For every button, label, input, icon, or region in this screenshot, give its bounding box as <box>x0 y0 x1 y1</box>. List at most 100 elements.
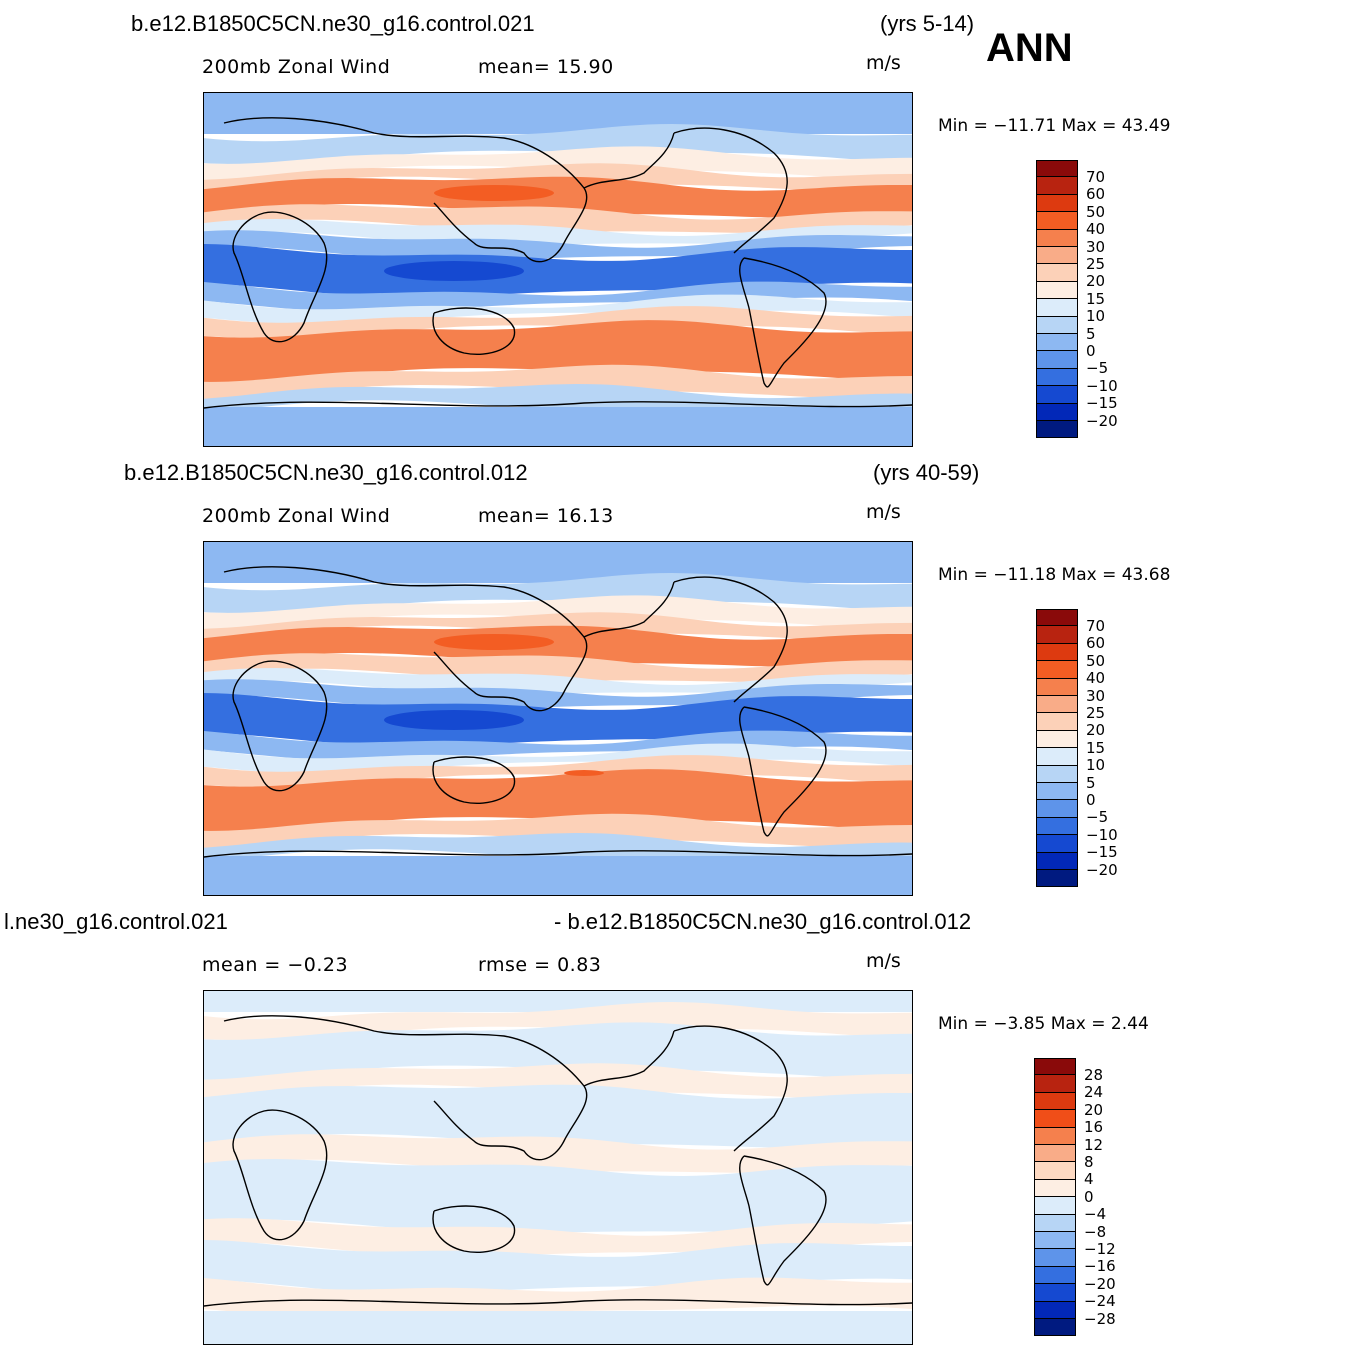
colorbar-swatch <box>1036 351 1078 369</box>
colorbar-label: −20 <box>1084 1274 1116 1293</box>
colorbar-swatch <box>1034 1232 1076 1250</box>
panel2-case-title: b.e12.B1850C5CN.ne30_g16.control.012 <box>124 460 528 485</box>
colorbar-swatch <box>1036 852 1078 870</box>
colorbar-label: 5 <box>1086 324 1096 343</box>
colorbar-swatch <box>1034 1179 1076 1198</box>
colorbar-swatch <box>1034 1145 1076 1163</box>
colorbar-label: 12 <box>1084 1135 1104 1154</box>
colorbar-swatch <box>1034 1266 1076 1285</box>
colorbar-swatch <box>1036 800 1078 818</box>
panel1-variable-label: 200mb Zonal Wind <box>202 56 391 78</box>
panel2-mean: mean= 16.13 <box>478 505 614 527</box>
colorbar-label: 50 <box>1086 651 1106 670</box>
colorbar-swatch <box>1034 1075 1076 1093</box>
panel3-mean: mean = −0.23 <box>202 954 349 976</box>
colorbar-label: 50 <box>1086 202 1106 221</box>
colorbar-swatch <box>1036 678 1078 696</box>
colorbar-label: 15 <box>1086 289 1106 308</box>
colorbar-swatch <box>1036 177 1078 195</box>
colorbar-label: 24 <box>1084 1083 1104 1102</box>
colorbar-swatch <box>1036 299 1078 317</box>
colorbar-swatch <box>1036 368 1078 387</box>
panel2-variable-label: 200mb Zonal Wind <box>202 505 391 527</box>
colorbar-label: 15 <box>1086 738 1106 757</box>
colorbar-label: 4 <box>1084 1170 1094 1189</box>
panel2-minmax: Min = −11.18 Max = 43.68 <box>938 565 1171 585</box>
colorbar-swatch <box>1034 1284 1076 1302</box>
colorbar-label: 40 <box>1086 669 1106 688</box>
colorbar-swatch <box>1036 212 1078 230</box>
panel3-rmse: rmse = 0.83 <box>478 954 602 976</box>
colorbar-swatch <box>1034 1214 1076 1232</box>
colorbar-swatch <box>1036 386 1078 404</box>
colorbar-swatch <box>1036 626 1078 644</box>
colorbar-label: 10 <box>1086 307 1106 326</box>
colorbar-swatch <box>1036 403 1078 421</box>
colorbar-label: −20 <box>1086 860 1118 879</box>
colorbar-label: 30 <box>1086 237 1106 256</box>
colorbar-swatch <box>1036 870 1078 888</box>
colorbar-label: −12 <box>1084 1239 1116 1258</box>
colorbar-label: 25 <box>1086 703 1106 722</box>
panel1-units: m/s <box>866 52 901 74</box>
panel3-colorbar: 28 24 20 16 12 8 4 0 −4 −8 −12 −16 −20 −24 −28 <box>1034 1058 1154 1338</box>
colorbar-swatch <box>1036 696 1078 714</box>
colorbar-swatch <box>1034 1319 1076 1337</box>
colorbar-swatch <box>1036 748 1078 766</box>
colorbar-swatch <box>1036 264 1078 282</box>
panel2-map <box>203 541 913 896</box>
colorbar-swatch <box>1036 835 1078 853</box>
colorbar-label: −10 <box>1086 376 1118 395</box>
colorbar-swatch <box>1034 1249 1076 1267</box>
panel2-years: (yrs 40-59) <box>873 460 980 485</box>
colorbar-label: −5 <box>1086 359 1109 378</box>
colorbar-swatch <box>1036 643 1078 662</box>
colorbar-label: 40 <box>1086 220 1106 239</box>
colorbar-label: 30 <box>1086 686 1106 705</box>
season-label: ANN <box>986 26 1073 70</box>
panel1-map <box>203 92 913 447</box>
colorbar-swatch <box>1036 421 1078 439</box>
colorbar-label: −24 <box>1084 1292 1116 1311</box>
colorbar-swatch <box>1036 334 1078 352</box>
panel2-colorbar: 70 60 50 40 30 25 20 15 10 5 0 −5 −10 −15 −20 <box>1036 609 1156 889</box>
colorbar-label: 60 <box>1086 634 1106 653</box>
colorbar-swatch <box>1036 229 1078 247</box>
panel3-case-title-left: l.ne30_g16.control.021 <box>4 909 228 934</box>
colorbar-label: −4 <box>1084 1205 1107 1224</box>
colorbar-label: 20 <box>1086 272 1106 291</box>
colorbar-swatch <box>1036 247 1078 265</box>
colorbar-swatch <box>1036 730 1078 749</box>
colorbar-swatch <box>1034 1058 1076 1076</box>
colorbar-label: −10 <box>1086 825 1118 844</box>
panel1-colorbar: 70 60 50 40 30 25 20 15 10 5 0 −5 −10 −15 −20 <box>1036 160 1156 440</box>
colorbar-label: 70 <box>1086 616 1106 635</box>
colorbar-label: 70 <box>1086 167 1106 186</box>
colorbar-label: −15 <box>1086 843 1118 862</box>
panel1-case-title: b.e12.B1850C5CN.ne30_g16.control.021 <box>131 11 535 36</box>
colorbar-label: 5 <box>1086 773 1096 792</box>
colorbar-label: −8 <box>1084 1222 1107 1241</box>
colorbar-swatch <box>1036 316 1078 334</box>
colorbar-swatch <box>1036 817 1078 836</box>
colorbar-label: −28 <box>1084 1309 1116 1328</box>
colorbar-swatch <box>1036 160 1078 178</box>
panel1-mean: mean= 15.90 <box>478 56 614 78</box>
panel3-minmax: Min = −3.85 Max = 2.44 <box>938 1014 1149 1034</box>
colorbar-swatch <box>1036 281 1078 300</box>
colorbar-swatch <box>1034 1197 1076 1215</box>
colorbar-swatch <box>1034 1127 1076 1145</box>
colorbar-swatch <box>1034 1092 1076 1111</box>
panel1-minmax: Min = −11.71 Max = 43.49 <box>938 116 1171 136</box>
colorbar-label: 10 <box>1086 756 1106 775</box>
colorbar-label: 0 <box>1086 341 1096 360</box>
colorbar-label: 16 <box>1084 1118 1104 1137</box>
panel3-case-title-right: - b.e12.B1850C5CN.ne30_g16.control.012 <box>554 909 972 934</box>
colorbar-swatch <box>1034 1301 1076 1319</box>
colorbar-label: −5 <box>1086 808 1109 827</box>
colorbar-label: 8 <box>1084 1152 1094 1171</box>
panel2-units: m/s <box>866 501 901 523</box>
colorbar-label: 0 <box>1084 1187 1094 1206</box>
colorbar-label: 28 <box>1084 1065 1104 1084</box>
panel3-map <box>203 990 913 1345</box>
